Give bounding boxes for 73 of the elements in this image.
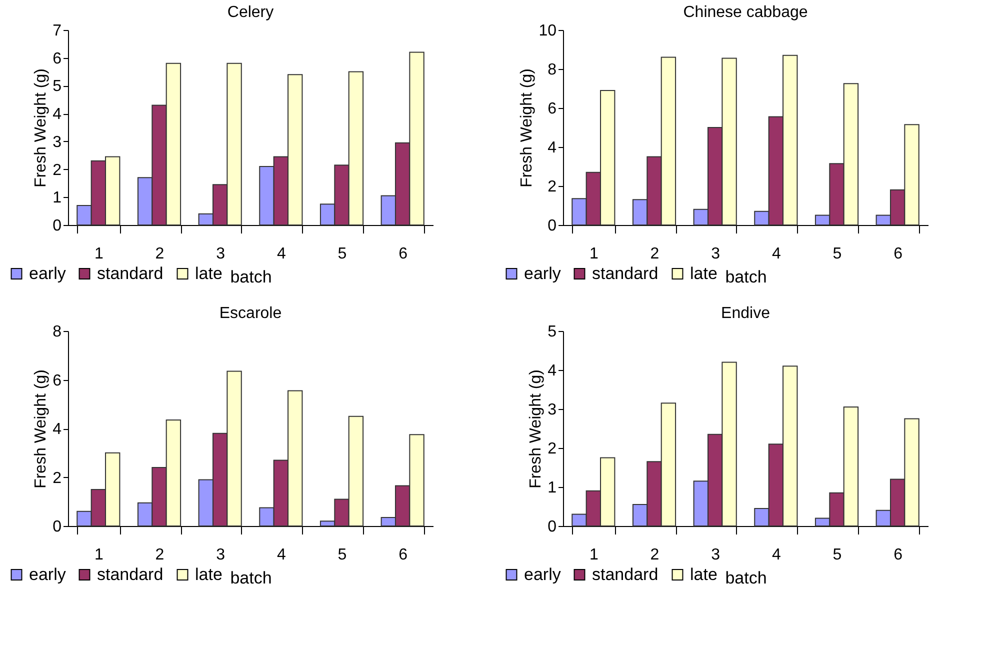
- y-tick-label: 0: [548, 518, 557, 536]
- y-tick-label: 4: [52, 106, 62, 124]
- y-tick-label: 10: [538, 22, 557, 40]
- x-axis-title: batch: [230, 568, 272, 588]
- y-tick-label: 2: [52, 470, 62, 487]
- x-tick-label: 4: [772, 246, 781, 262]
- x-tick-label: 4: [772, 546, 781, 564]
- legend-label: standard: [592, 264, 658, 283]
- x-axis-title: batch: [230, 268, 272, 286]
- chart-title: Chinese cabbage: [683, 4, 808, 21]
- y-axis-title: Fresh Weight (g): [32, 370, 50, 488]
- legend-label: standard: [97, 264, 164, 283]
- y-tick-label: 5: [548, 324, 557, 340]
- x-tick-label: 1: [589, 246, 598, 262]
- legend-label: standard: [97, 564, 164, 584]
- x-tick-label: 2: [650, 546, 660, 564]
- legend-label: early: [524, 264, 562, 283]
- x-tick-label: 4: [276, 546, 286, 564]
- x-tick-label: 1: [589, 546, 598, 564]
- y-tick-label: 2: [548, 178, 557, 196]
- y-tick-label: 5: [52, 78, 62, 96]
- y-axis-title: Fresh Weight (g): [528, 370, 545, 488]
- y-axis-title: Fresh Weight (g): [518, 68, 536, 188]
- y-tick-label: 0: [52, 218, 62, 234]
- legend-label: early: [29, 564, 66, 584]
- x-tick-label: 6: [894, 546, 903, 564]
- y-tick-label: 2: [52, 162, 62, 179]
- x-tick-label: 2: [155, 246, 164, 262]
- legend-label: late: [690, 564, 718, 584]
- x-tick-label: 3: [216, 246, 226, 262]
- x-tick-label: 6: [398, 546, 408, 564]
- x-axis-title: batch: [725, 568, 767, 588]
- x-tick-label: 5: [832, 546, 842, 564]
- y-tick-label: 8: [548, 62, 557, 78]
- legend-label: late: [690, 264, 718, 283]
- x-tick-label: 2: [155, 546, 164, 564]
- legend-label: early: [29, 264, 66, 283]
- y-tick-label: 4: [548, 140, 557, 156]
- y-tick-label: 1: [52, 190, 62, 207]
- legend-label: late: [195, 564, 222, 584]
- y-tick-label: 3: [52, 134, 62, 151]
- x-tick-label: 5: [338, 546, 347, 564]
- y-tick-label: 8: [52, 324, 62, 340]
- y-tick-label: 6: [52, 50, 62, 68]
- x-tick-label: 4: [276, 246, 286, 262]
- y-tick-label: 4: [548, 362, 557, 380]
- x-tick-label: 3: [711, 246, 720, 262]
- x-tick-label: 6: [894, 246, 903, 262]
- x-tick-label: 5: [832, 246, 842, 262]
- chart-title: Endive: [721, 305, 770, 322]
- x-tick-label: 5: [338, 246, 347, 262]
- chart-title: Celery: [227, 4, 274, 21]
- y-tick-label: 3: [548, 402, 557, 418]
- y-tick-label: 6: [52, 372, 62, 390]
- y-axis-title: Fresh Weight (g): [32, 68, 50, 188]
- x-tick-label: 3: [711, 546, 720, 564]
- y-tick-label: 7: [52, 22, 62, 40]
- x-axis-title: batch: [725, 268, 767, 286]
- y-tick-label: 0: [52, 518, 62, 536]
- y-tick-label: 0: [548, 218, 557, 234]
- x-tick-label: 3: [216, 546, 226, 564]
- y-tick-label: 4: [52, 421, 62, 438]
- x-tick-label: 1: [94, 546, 104, 564]
- legend-label: early: [524, 564, 562, 584]
- x-tick-label: 1: [94, 246, 104, 262]
- legend-label: late: [195, 264, 222, 283]
- y-tick-label: 6: [548, 100, 557, 118]
- chart-title: Escarole: [219, 305, 282, 322]
- y-tick-label: 2: [548, 440, 557, 458]
- legend-label: standard: [592, 564, 658, 584]
- x-tick-label: 6: [398, 246, 408, 262]
- y-tick-label: 1: [548, 480, 557, 496]
- x-tick-label: 2: [650, 246, 660, 262]
